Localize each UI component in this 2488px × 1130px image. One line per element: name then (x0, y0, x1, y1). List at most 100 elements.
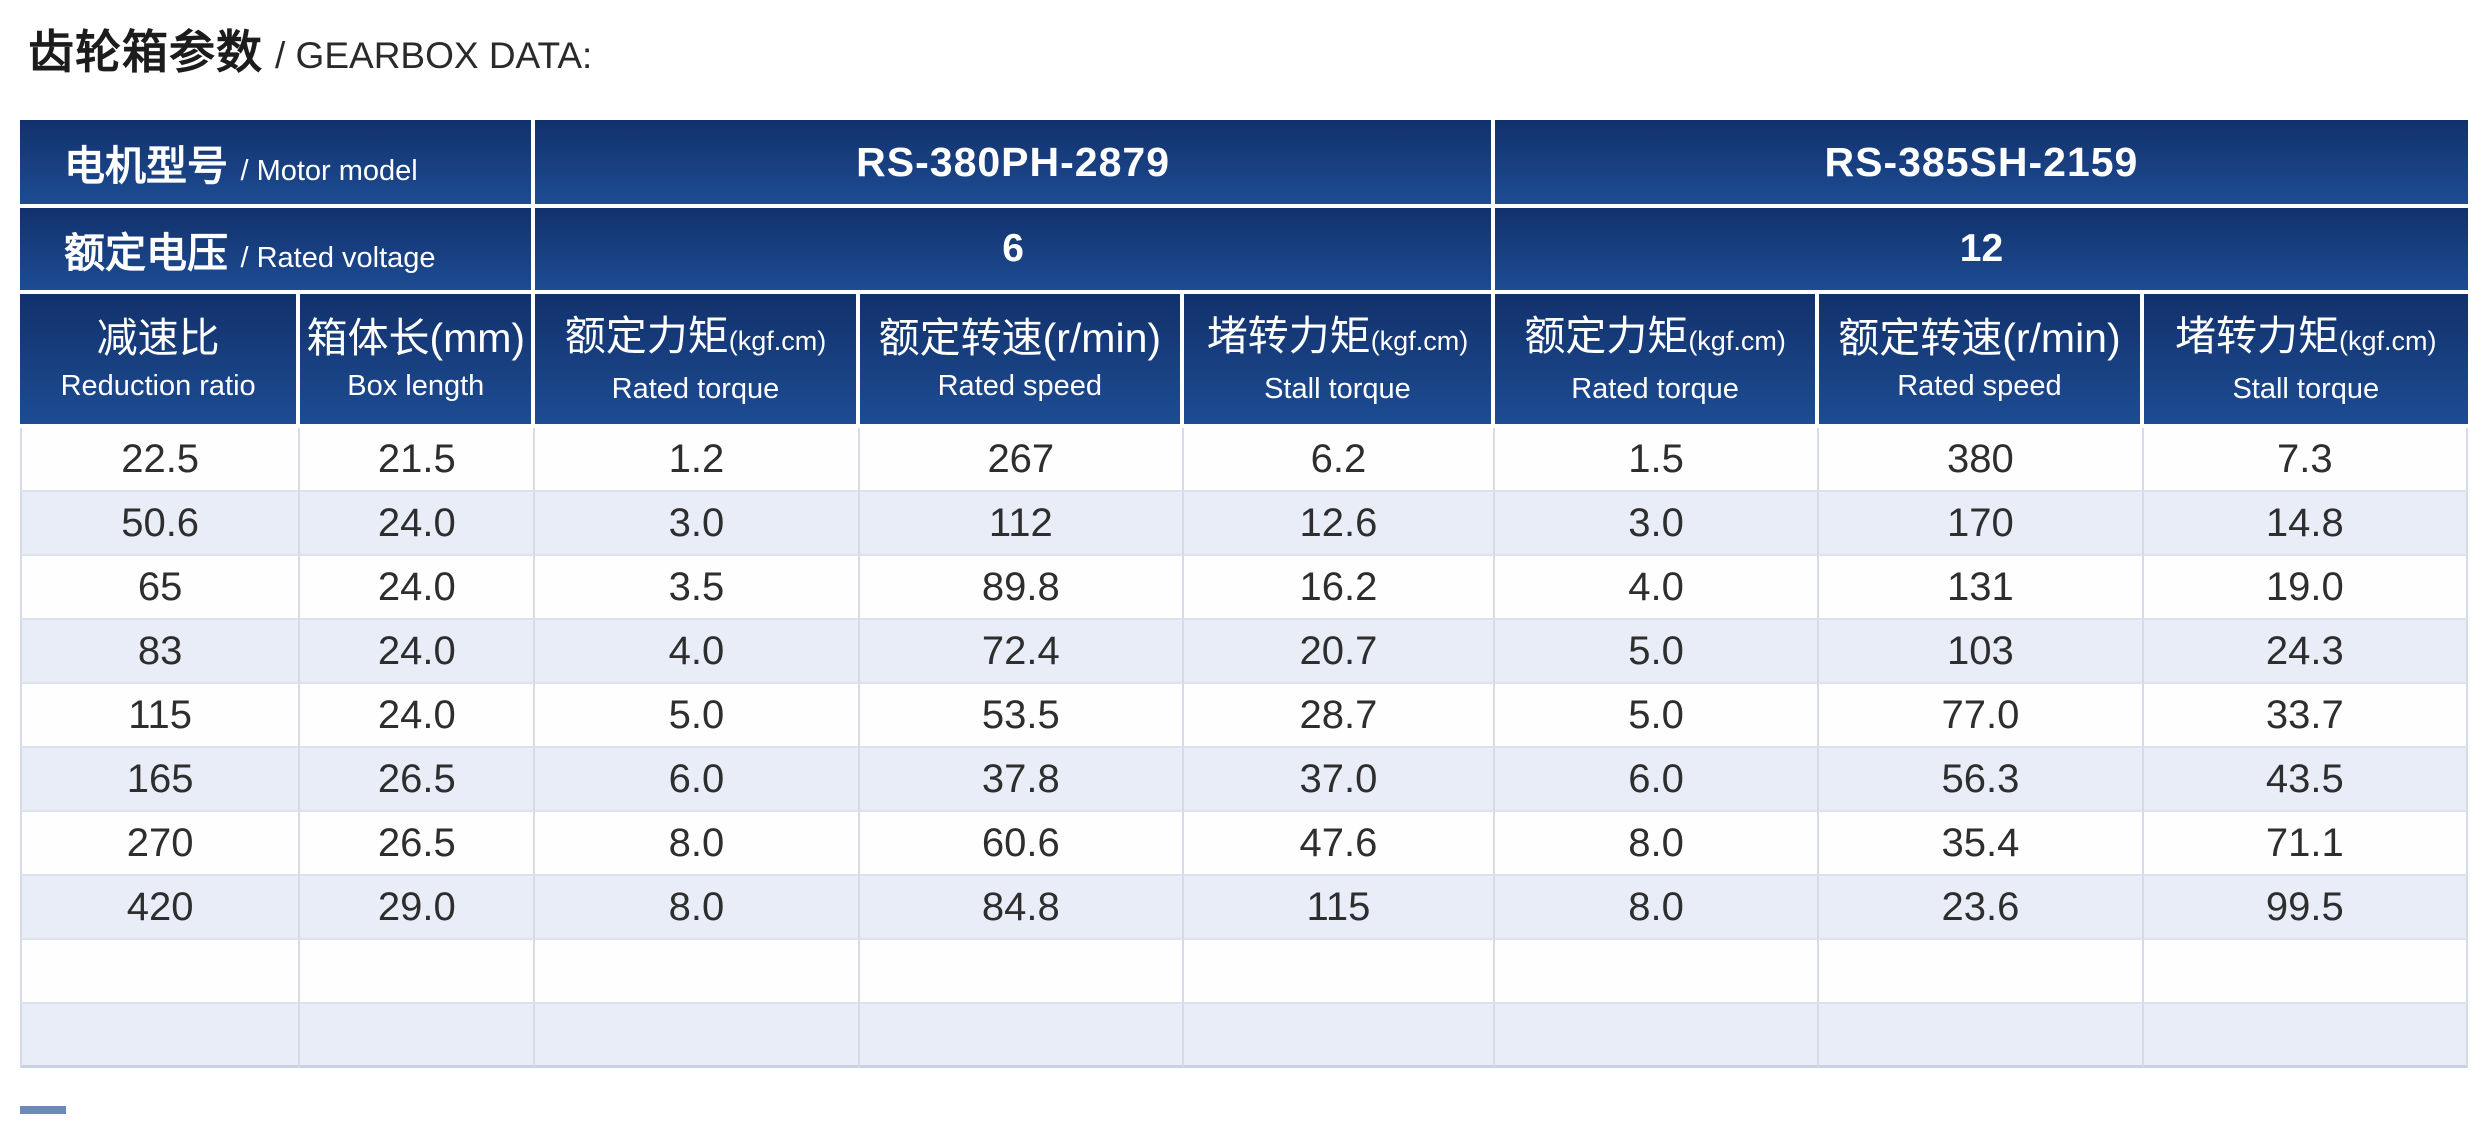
column-header-en: Rated torque (1571, 372, 1739, 405)
data-cell: 8.0 (1494, 812, 1820, 876)
data-cell: 115 (1184, 876, 1495, 940)
column-header-en: Box length (347, 370, 485, 402)
data-cell: 115 (20, 684, 301, 748)
next-section-bar-fragment (20, 1106, 66, 1114)
data-cell: 267 (859, 428, 1184, 492)
motor-model-label: 电机型号 / Motor model (20, 120, 536, 208)
data-cell: 380 (1819, 428, 2144, 492)
data-cell: 24.0 (300, 684, 536, 748)
column-header-zh: 额定力矩(kgf.cm) (1524, 312, 1786, 359)
motor-model-label-zh: 电机型号 (64, 143, 228, 189)
data-cell: 16.2 (1184, 556, 1495, 620)
column-header-en: Rated speed (1897, 370, 2062, 402)
data-cell: 5.0 (1494, 620, 1820, 684)
column-header-unit: (mm) (429, 315, 526, 361)
data-cell: 50.6 (20, 492, 301, 556)
column-header: 额定转速(r/min) Rated speed (1819, 294, 2144, 428)
data-cell (300, 940, 536, 1004)
data-cell: 83 (20, 620, 301, 684)
data-cell: 8.0 (535, 812, 860, 876)
column-header-zh: 额定力矩(kgf.cm) (564, 312, 827, 359)
data-cell: 3.5 (535, 556, 860, 620)
data-row: 115 24.0 5.0 53.5 28.7 5.0 77.0 33.7 (20, 684, 2468, 748)
data-cell: 33.7 (2143, 684, 2468, 748)
column-header-en: Rated torque (611, 372, 780, 405)
data-cell: 35.4 (1819, 812, 2144, 876)
gearbox-data-table: 电机型号 / Motor model RS-380PH-2879 RS-385S… (20, 120, 2468, 1068)
data-cell (300, 1004, 536, 1068)
page-title-chinese: 齿轮箱参数 (28, 26, 263, 78)
column-header-en: Stall torque (1264, 372, 1411, 405)
column-header: 箱体长(mm) Box length (300, 294, 536, 428)
empty-row (20, 940, 2468, 1004)
column-header-unit: (r/min) (2002, 315, 2121, 361)
data-cell (20, 1004, 301, 1068)
data-cell: 47.6 (1184, 812, 1495, 876)
column-header-unit: (kgf.cm) (2339, 325, 2437, 356)
data-cell: 3.0 (1494, 492, 1820, 556)
data-cell: 37.8 (859, 748, 1184, 812)
column-header-unit: (kgf.cm) (1688, 325, 1786, 356)
data-cell: 7.3 (2143, 428, 2468, 492)
data-cell: 24.3 (2143, 620, 2468, 684)
data-cell: 21.5 (300, 428, 536, 492)
data-cell: 3.0 (535, 492, 860, 556)
data-cell: 1.5 (1494, 428, 1820, 492)
data-cell: 420 (20, 876, 301, 940)
data-cell (859, 1004, 1184, 1068)
data-cell: 56.3 (1819, 748, 2144, 812)
data-cell (1494, 1004, 1820, 1068)
data-cell: 23.6 (1819, 876, 2144, 940)
data-cell: 131 (1819, 556, 2144, 620)
data-cell: 4.0 (535, 620, 860, 684)
column-header-zh: 额定转速(r/min) (1838, 315, 2121, 361)
data-cell: 19.0 (2143, 556, 2468, 620)
column-header: 额定力矩(kgf.cm) Rated torque (535, 294, 860, 428)
data-cell: 5.0 (1494, 684, 1820, 748)
data-cell: 72.4 (859, 620, 1184, 684)
data-cell (2143, 1004, 2468, 1068)
column-header: 堵转力矩(kgf.cm) Stall torque (2143, 294, 2468, 428)
data-cell: 77.0 (1819, 684, 2144, 748)
column-header: 减速比 Reduction ratio (20, 294, 301, 428)
data-cell: 24.0 (300, 492, 536, 556)
data-cell: 24.0 (300, 620, 536, 684)
rated-voltage-label: 额定电压 / Rated voltage (20, 208, 536, 294)
data-cell (1819, 940, 2144, 1004)
data-cell: 53.5 (859, 684, 1184, 748)
data-cell (535, 940, 860, 1004)
data-cell (1494, 940, 1820, 1004)
data-cell: 6.2 (1184, 428, 1495, 492)
column-header: 额定力矩(kgf.cm) Rated torque (1494, 294, 1820, 428)
table-body: 22.5 21.5 1.2 267 6.2 1.5 380 7.3 50.6 24.0 3.0 112… (20, 428, 2468, 1068)
table-header: 电机型号 / Motor model RS-380PH-2879 RS-385S… (20, 120, 2468, 428)
data-cell: 89.8 (859, 556, 1184, 620)
data-cell: 1.2 (535, 428, 860, 492)
motor-model-label-en: / Motor model (240, 155, 418, 187)
data-cell: 37.0 (1184, 748, 1495, 812)
data-cell: 26.5 (300, 812, 536, 876)
column-header-unit: (kgf.cm) (1370, 325, 1469, 356)
data-row: 22.5 21.5 1.2 267 6.2 1.5 380 7.3 (20, 428, 2468, 492)
rated-voltage-row: 额定电压 / Rated voltage 6 12 (20, 208, 2468, 294)
data-row: 420 29.0 8.0 84.8 115 8.0 23.6 99.5 (20, 876, 2468, 940)
data-cell: 65 (20, 556, 301, 620)
data-cell: 14.8 (2143, 492, 2468, 556)
data-cell: 6.0 (1494, 748, 1820, 812)
data-cell (2143, 940, 2468, 1004)
data-row: 50.6 24.0 3.0 112 12.6 3.0 170 14.8 (20, 492, 2468, 556)
rated-voltage-1: 6 (535, 208, 1495, 294)
data-cell: 8.0 (535, 876, 860, 940)
data-cell: 6.0 (535, 748, 860, 812)
data-cell: 29.0 (300, 876, 536, 940)
column-header-en: Rated speed (937, 370, 1103, 402)
data-cell: 26.5 (300, 748, 536, 812)
motor-model-row: 电机型号 / Motor model RS-380PH-2879 RS-385S… (20, 120, 2468, 208)
column-header-zh: 箱体长(mm) (306, 315, 526, 361)
page-title-english: / GEARBOX DATA: (275, 35, 593, 76)
column-header-en: Stall torque (2232, 372, 2380, 405)
empty-row (20, 1004, 2468, 1068)
column-header-zh: 额定转速(r/min) (878, 315, 1162, 361)
data-cell: 71.1 (2143, 812, 2468, 876)
data-cell (20, 940, 301, 1004)
